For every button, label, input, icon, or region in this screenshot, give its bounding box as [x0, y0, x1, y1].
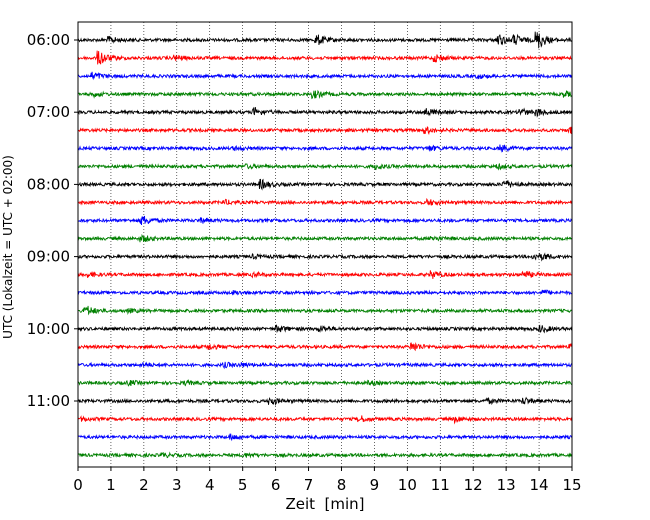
seismic-trace: [77, 451, 573, 459]
seismic-trace: [77, 289, 573, 297]
grid-lines: [110, 22, 540, 467]
x-tick-label: 9: [370, 476, 380, 494]
seismic-trace: [77, 415, 573, 425]
plot-frame: [77, 21, 573, 468]
x-tick-label: 15: [562, 476, 581, 494]
y-axis-ticks: 06:00 07:00 08:00 09:00 10:00 11:00: [27, 31, 78, 410]
x-tick-label: 10: [398, 476, 417, 494]
x-tick-label: 12: [464, 476, 483, 494]
y-axis-label: UTC (Lokalzeit = UTC + 02:00): [1, 155, 15, 339]
seismic-trace: [77, 252, 573, 262]
x-axis-ticks: 0 1 2 3 4 5 6 7 8 9 10 11 12 13 14 15: [73, 467, 582, 494]
seismic-trace: [77, 71, 573, 81]
seismic-trace: [77, 197, 573, 206]
x-tick-label: 14: [530, 476, 549, 494]
y-tick-label: 09:00: [27, 248, 70, 266]
seismic-trace: [77, 324, 573, 334]
seismic-trace: [77, 89, 573, 100]
x-tick-label: 6: [271, 476, 281, 494]
seismic-trace: [77, 31, 573, 49]
x-tick-label: 13: [497, 476, 516, 494]
x-tick-label: 3: [172, 476, 182, 494]
seismic-trace: [77, 433, 573, 442]
x-tick-label: 5: [238, 476, 248, 494]
seismic-trace: [77, 162, 573, 171]
y-tick-label: 11:00: [27, 392, 70, 410]
y-tick-label: 08:00: [27, 175, 70, 193]
x-tick-label: 4: [205, 476, 215, 494]
seismic-trace: [77, 378, 573, 387]
y-tick-label: 07:00: [27, 103, 70, 121]
trace-group: [77, 31, 573, 459]
seismic-trace: [77, 178, 573, 191]
x-tick-label: 11: [431, 476, 450, 494]
seismic-trace: [77, 305, 573, 316]
seismic-trace: [77, 361, 573, 370]
x-tick-label: 8: [337, 476, 347, 494]
x-tick-label: 7: [304, 476, 314, 494]
seismic-trace: [77, 341, 573, 352]
seismic-trace: [77, 270, 573, 280]
seismic-trace: [77, 215, 573, 225]
seismic-trace: [77, 396, 573, 407]
x-tick-label: 0: [73, 476, 83, 494]
y-tick-label: 06:00: [27, 31, 70, 49]
seismic-trace: [77, 106, 573, 118]
x-tick-label: 2: [139, 476, 149, 494]
seismic-trace: [77, 50, 573, 65]
seismic-trace: [77, 144, 573, 153]
y-tick-label: 10:00: [27, 320, 70, 338]
seismic-trace: [77, 233, 573, 243]
x-axis-label: Zeit [min]: [285, 495, 364, 513]
x-tick-label: 1: [106, 476, 116, 494]
seismic-trace: [77, 126, 573, 136]
